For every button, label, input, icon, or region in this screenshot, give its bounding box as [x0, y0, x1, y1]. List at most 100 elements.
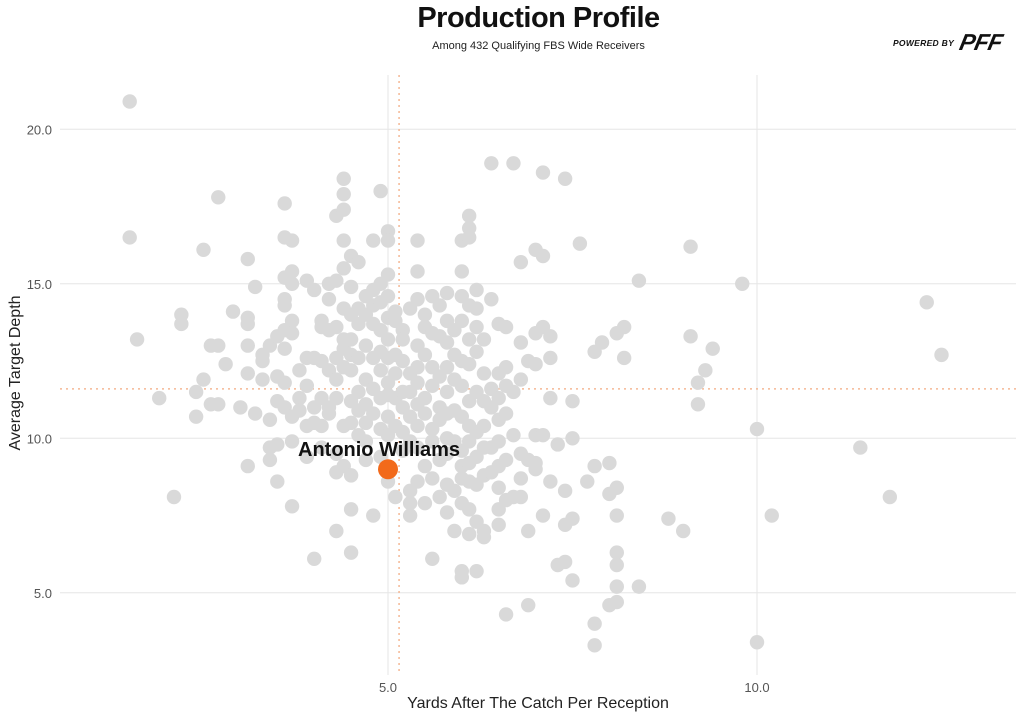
data-point: [270, 437, 285, 452]
data-point: [425, 551, 440, 567]
data-point: [255, 372, 270, 387]
data-point: [535, 248, 551, 264]
data-point: [439, 446, 455, 461]
data-point: [425, 434, 440, 449]
data-point: [321, 292, 337, 307]
data-point: [292, 390, 307, 406]
data-point: [329, 372, 344, 387]
data-point: [336, 171, 351, 186]
data-point: [284, 434, 300, 449]
data-point: [211, 397, 226, 412]
data-point: [410, 233, 425, 248]
data-point: [439, 335, 455, 350]
data-point: [277, 196, 292, 211]
data-point: [218, 356, 233, 372]
data-point: [351, 350, 366, 366]
data-point: [609, 579, 624, 594]
data-point: [299, 449, 315, 465]
data-point: [461, 230, 477, 245]
data-point: [609, 480, 624, 495]
data-point: [380, 332, 396, 347]
data-point: [476, 366, 492, 381]
data-point: [565, 431, 580, 446]
data-point: [417, 347, 433, 363]
data-point: [380, 233, 396, 248]
data-point: [616, 350, 632, 366]
data-point: [454, 264, 469, 279]
data-point: [380, 288, 396, 304]
data-point: [336, 202, 351, 217]
data-point: [749, 635, 765, 650]
chart-title: Production Profile: [417, 2, 660, 34]
data-point: [454, 378, 469, 393]
data-point: [476, 529, 492, 545]
data-point: [225, 304, 241, 319]
data-point: [506, 428, 521, 443]
data-point: [174, 316, 189, 332]
data-point: [498, 607, 514, 622]
data-point: [380, 267, 396, 282]
data-point: [491, 434, 506, 449]
data-point: [188, 384, 204, 400]
data-point: [417, 390, 433, 406]
data-point: [749, 421, 765, 437]
data-point: [484, 292, 499, 307]
data-point: [351, 254, 366, 270]
data-point: [358, 452, 374, 468]
data-point: [513, 471, 529, 486]
data-point: [166, 489, 182, 505]
data-point: [661, 511, 676, 526]
data-point: [196, 242, 211, 258]
data-point: [469, 282, 484, 298]
data-point: [934, 347, 949, 363]
data-point: [129, 332, 145, 347]
data-point: [307, 551, 322, 567]
data-point: [461, 502, 477, 517]
data-point: [410, 440, 425, 455]
data-point: [543, 329, 558, 344]
data-point: [557, 483, 573, 499]
data-point: [343, 279, 359, 295]
data-point: [543, 474, 558, 489]
data-point: [594, 335, 610, 350]
data-point: [528, 462, 543, 477]
data-point: [277, 298, 292, 313]
data-point: [454, 570, 469, 585]
data-point: [410, 264, 425, 279]
y-tick-label: 20.0: [27, 122, 52, 137]
y-axis-label: Average Target Depth: [7, 295, 24, 450]
data-point: [683, 329, 698, 344]
data-point: [476, 332, 492, 347]
data-point: [329, 319, 344, 335]
data-point: [439, 285, 455, 301]
data-point: [240, 338, 255, 353]
data-point: [491, 390, 506, 406]
data-point: [690, 397, 706, 412]
data-point: [469, 344, 484, 359]
data-point: [188, 409, 204, 424]
chart-subtitle: Among 432 Qualifying FBS Wide Receivers: [432, 40, 645, 52]
data-point: [410, 360, 425, 375]
data-point: [373, 363, 388, 378]
data-point: [388, 366, 403, 381]
data-point: [609, 545, 624, 560]
data-point: [432, 489, 447, 505]
data-point: [461, 526, 477, 542]
data-point: [535, 508, 551, 523]
data-point: [461, 332, 477, 347]
data-point: [402, 508, 418, 523]
axes-layer: 5.0 10.0 5.0 10.0 15.0 20.0 Yards After The Ca…: [7, 122, 770, 712]
data-point: [557, 554, 573, 570]
data-point: [735, 276, 750, 291]
data-point: [882, 489, 898, 505]
data-point: [557, 171, 573, 186]
data-point: [580, 474, 595, 489]
data-point: [484, 156, 499, 171]
data-point: [491, 517, 506, 533]
data-point: [587, 638, 602, 653]
data-point: [329, 523, 344, 539]
data-point: [343, 363, 359, 378]
data-point: [233, 400, 248, 415]
data-point: [292, 363, 307, 378]
data-point: [587, 616, 602, 631]
